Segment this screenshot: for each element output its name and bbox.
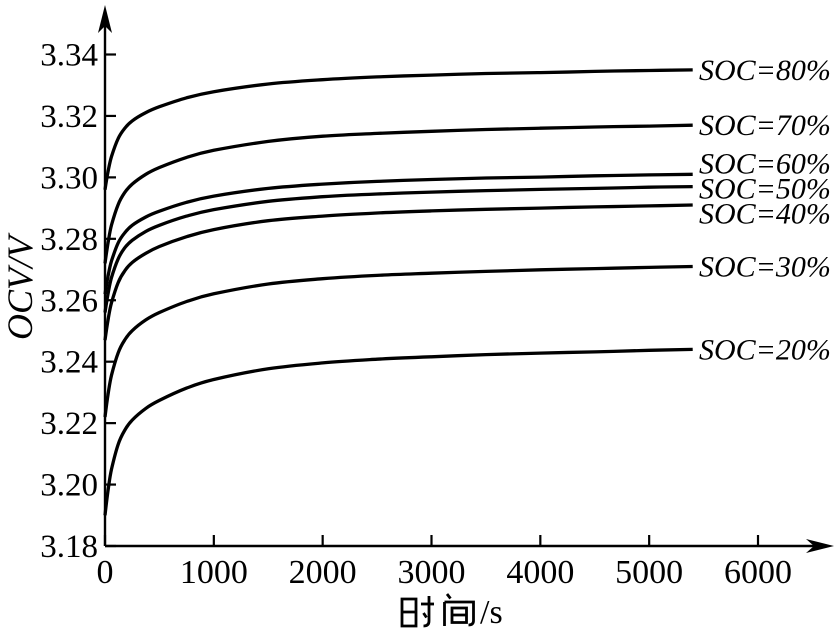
x-axis-title-latin: /s — [480, 594, 503, 629]
y-tick-label: 3.28 — [40, 222, 98, 258]
xlabel-glyph-shi — [422, 612, 428, 619]
series-label-soc-70: SOC=70% — [699, 109, 831, 142]
curve-soc-40 — [103, 203, 693, 341]
curve-soc-30 — [103, 264, 693, 418]
curve-soc-80 — [103, 68, 693, 190]
x-tick-label: 0 — [97, 554, 114, 591]
xlabel-glyph-jian — [445, 593, 452, 600]
series-label-soc-40: SOC=40% — [699, 198, 831, 231]
y-axis-arrow-icon — [98, 5, 112, 33]
x-tick-label: 2000 — [289, 554, 357, 591]
y-tick-label: 3.18 — [40, 529, 98, 565]
series-label-soc-20: SOC=20% — [699, 333, 831, 366]
curve-soc-20 — [103, 347, 693, 516]
y-tick-label: 3.20 — [40, 468, 98, 504]
x-tick-label: 3000 — [398, 554, 466, 591]
xlabel-glyph-shi — [400, 597, 418, 628]
curve-soc-50 — [103, 184, 693, 313]
xlabel-glyph-jian — [444, 600, 475, 627]
x-tick-label: 4000 — [506, 554, 574, 591]
x-tick-label: 1000 — [180, 554, 248, 591]
series-label-soc-30: SOC=30% — [699, 250, 831, 283]
y-tick-label: 3.32 — [40, 99, 98, 135]
series-label-soc-60: SOC=60% — [699, 148, 831, 181]
curve-soc-70 — [103, 123, 693, 264]
y-tick-label: 3.24 — [40, 345, 98, 381]
y-axis-title: OCV/V — [0, 232, 40, 340]
y-tick-label: 3.26 — [40, 283, 98, 319]
y-tick-label: 3.22 — [40, 406, 98, 442]
y-tick-label: 3.30 — [40, 160, 98, 196]
xlabel-glyph-shi — [423, 596, 431, 628]
series-label-soc-80: SOC=80% — [699, 54, 831, 87]
y-tick-label: 3.34 — [40, 38, 98, 74]
xlabel-glyph-jian — [450, 606, 468, 624]
x-tick-label: 6000 — [724, 554, 792, 591]
x-axis-arrow-icon — [806, 539, 834, 553]
x-tick-label: 5000 — [615, 554, 683, 591]
series-label-soc-50: SOC=50% — [699, 173, 831, 206]
curve-soc-60 — [103, 172, 693, 295]
